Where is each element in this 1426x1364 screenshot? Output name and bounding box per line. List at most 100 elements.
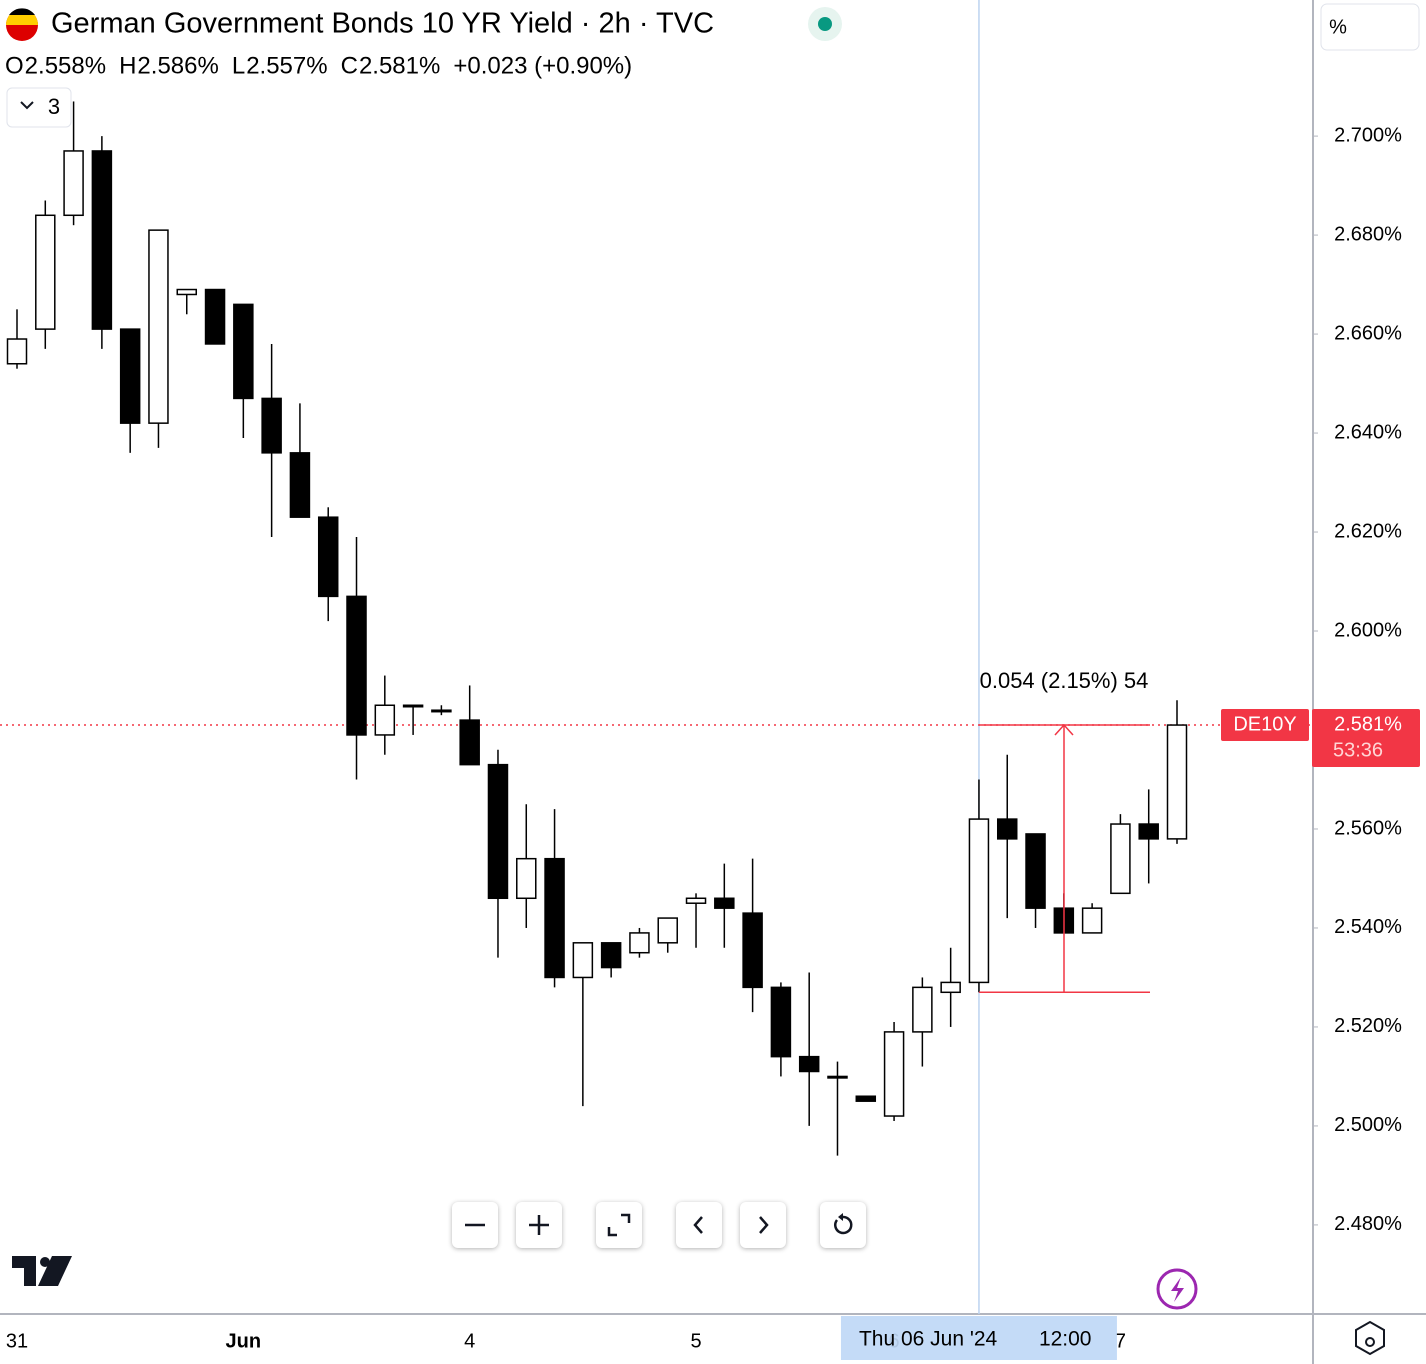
measure-label: 0.054 (2.15%) 54 xyxy=(980,668,1149,693)
symbol-badge xyxy=(1221,709,1309,742)
y-tick-label: 2.640% xyxy=(1334,421,1402,443)
candle-up xyxy=(572,942,594,979)
candle-up xyxy=(402,704,424,708)
y-tick-label: 2.560% xyxy=(1334,817,1402,839)
zoom-out-button[interactable] xyxy=(452,1202,498,1248)
candle-up xyxy=(629,932,650,954)
icon xyxy=(529,1215,549,1235)
x-tick-label: 7 xyxy=(1115,1330,1126,1352)
candle-up xyxy=(1081,907,1103,934)
ohlc-value: 2.586% xyxy=(137,52,218,79)
candle-down xyxy=(119,328,141,424)
candle-down xyxy=(544,857,565,979)
candle-down xyxy=(770,986,792,1058)
change: +0.023 (+0.90%) xyxy=(453,52,632,79)
plot xyxy=(0,0,1313,1314)
settings-center xyxy=(1365,1337,1375,1347)
y-tick-label: 2.540% xyxy=(1334,916,1402,938)
candle-up xyxy=(657,917,678,944)
candle-down xyxy=(346,595,367,736)
logo-shape xyxy=(12,1256,72,1286)
logo-dot xyxy=(40,1257,50,1267)
measure-arrowhead xyxy=(1054,723,1074,736)
icon xyxy=(607,1213,631,1237)
candle-down xyxy=(289,452,311,518)
x-tick-label: Jun xyxy=(226,1330,262,1352)
candle-down xyxy=(855,1095,877,1102)
symbol-label: DE10Y xyxy=(1233,713,1296,735)
candle-up xyxy=(912,986,933,1033)
candle-up xyxy=(63,150,84,217)
flag-black xyxy=(9,8,35,15)
candle-up xyxy=(374,704,396,736)
x-tick-label: 5 xyxy=(690,1330,701,1352)
reset-scale-button[interactable] xyxy=(596,1202,642,1248)
ohlc-key: H xyxy=(119,52,136,79)
settings-button[interactable] xyxy=(1355,1320,1385,1356)
candle-up xyxy=(940,981,961,994)
status-dot xyxy=(818,17,832,31)
icon xyxy=(693,1216,703,1234)
candle-down xyxy=(1138,823,1159,840)
lightning-button[interactable] xyxy=(1156,1268,1198,1310)
indicator-count: 3 xyxy=(48,94,60,119)
candle-up xyxy=(516,857,537,900)
y-tick-label: 2.520% xyxy=(1334,1015,1402,1037)
crosshair-date: Thu 06 Jun '24 xyxy=(859,1328,998,1351)
scroll-left-button[interactable] xyxy=(676,1202,722,1248)
y-tick-label: 2.620% xyxy=(1334,520,1402,542)
scroll-right-button[interactable] xyxy=(740,1202,786,1248)
tv-logo xyxy=(12,1256,72,1286)
icon xyxy=(834,1213,853,1235)
candle-down xyxy=(1025,833,1046,909)
candle-down xyxy=(317,516,339,598)
price-badge xyxy=(1312,709,1420,768)
y-tick-label: 2.500% xyxy=(1334,1114,1402,1136)
candle-up xyxy=(883,1031,905,1117)
chevron xyxy=(20,101,34,110)
candle-down xyxy=(204,288,226,345)
ohlc-value: 2.557% xyxy=(246,52,327,79)
candle-up xyxy=(148,229,169,424)
lightning xyxy=(1171,1277,1184,1302)
y-tick-label: 2.480% xyxy=(1334,1213,1402,1235)
x-tick-label: 31 xyxy=(6,1330,28,1352)
candle-down xyxy=(996,818,1018,840)
candle-down xyxy=(798,1055,820,1073)
ohlc-value: 2.581% xyxy=(359,52,440,79)
indicator-toggle[interactable] xyxy=(6,87,72,128)
candle-up xyxy=(431,709,452,713)
zoom-in-button[interactable] xyxy=(516,1202,562,1248)
last-price-label: 2.581% xyxy=(1334,713,1402,735)
ohlc-legend: O 2.558% H 2.586% L 2.557% C 2.581% +0.023 (+0.9… xyxy=(5,52,632,79)
candle-down xyxy=(714,897,735,909)
ohlc-key: C xyxy=(341,52,358,79)
candle-down xyxy=(91,150,113,330)
candle-up xyxy=(176,288,198,296)
candle-up xyxy=(827,1075,848,1079)
candle-down xyxy=(487,763,509,900)
countdown: 53:36 xyxy=(1333,739,1383,761)
crosshair-label-bg xyxy=(840,1316,1117,1360)
scale-mode-button[interactable] xyxy=(1320,3,1420,51)
candle-down xyxy=(600,942,622,969)
candle-up xyxy=(685,897,707,904)
scale-mode: % xyxy=(1329,16,1347,38)
crosshair-time: 12:00 xyxy=(1039,1328,1092,1351)
candle-down xyxy=(459,719,480,766)
candle-up xyxy=(6,338,28,365)
candle-up xyxy=(1166,724,1188,840)
candle-down xyxy=(261,397,282,454)
candle-up xyxy=(1110,823,1131,895)
icon xyxy=(759,1216,769,1234)
y-tick-label: 2.600% xyxy=(1334,619,1402,641)
reset-button[interactable] xyxy=(820,1202,866,1248)
y-tick-label: 2.680% xyxy=(1334,223,1402,245)
y-tick-label: 2.700% xyxy=(1334,124,1402,146)
icon xyxy=(465,1223,485,1227)
ohlc-key: O xyxy=(5,52,24,79)
ohlc-value: 2.558% xyxy=(25,52,106,79)
candle-up xyxy=(968,818,990,984)
